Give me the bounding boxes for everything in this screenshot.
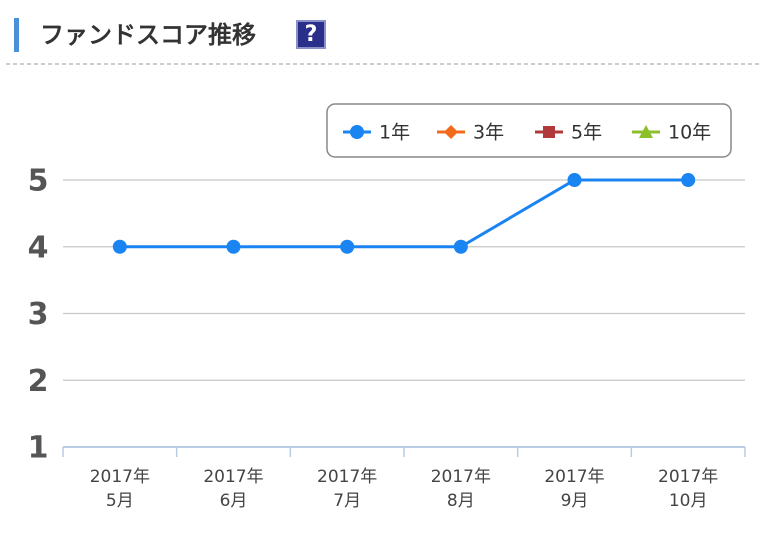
x-tick-label: 10月 bbox=[669, 491, 708, 511]
x-tick-label: 8月 bbox=[447, 491, 475, 511]
x-tick-label: 7月 bbox=[333, 491, 361, 511]
data-point bbox=[567, 173, 582, 187]
x-tick-label: 2017年 bbox=[203, 467, 263, 487]
help-icon[interactable] bbox=[296, 20, 326, 49]
y-tick-label: 3 bbox=[28, 297, 49, 332]
legend-label: 3年 bbox=[473, 122, 504, 144]
data-point bbox=[112, 239, 127, 254]
data-point bbox=[453, 239, 468, 254]
legend-box bbox=[326, 103, 732, 158]
legend-marker bbox=[543, 126, 555, 138]
x-tick-label: 2017年 bbox=[90, 467, 150, 487]
x-tick-label: 2017年 bbox=[431, 467, 491, 487]
x-tick-label: 5月 bbox=[106, 491, 134, 511]
legend-marker bbox=[350, 125, 364, 139]
y-tick-label: 4 bbox=[28, 230, 49, 265]
help-icon-text[interactable]: ? bbox=[305, 22, 318, 47]
data-point bbox=[226, 239, 241, 254]
legend-label: 5年 bbox=[571, 122, 602, 144]
y-tick-label: 5 bbox=[28, 164, 49, 199]
legend-label: 1年 bbox=[379, 122, 410, 144]
data-point bbox=[681, 173, 696, 187]
legend-label: 10年 bbox=[668, 122, 711, 144]
y-tick-label: 1 bbox=[28, 431, 49, 466]
chart-title: ファンドスコア推移 bbox=[40, 21, 256, 49]
x-tick-label: 9月 bbox=[561, 491, 589, 511]
x-tick-label: 6月 bbox=[220, 491, 248, 511]
x-tick-label: 2017年 bbox=[317, 467, 377, 487]
legend-marker bbox=[444, 125, 458, 139]
title-accent bbox=[14, 18, 19, 52]
x-tick-label: 2017年 bbox=[544, 467, 604, 487]
data-point bbox=[340, 239, 355, 254]
x-tick-label: 2017年 bbox=[658, 467, 718, 487]
series-line bbox=[119, 178, 689, 249]
legend-marker bbox=[639, 125, 653, 138]
y-tick-label: 2 bbox=[28, 364, 49, 399]
